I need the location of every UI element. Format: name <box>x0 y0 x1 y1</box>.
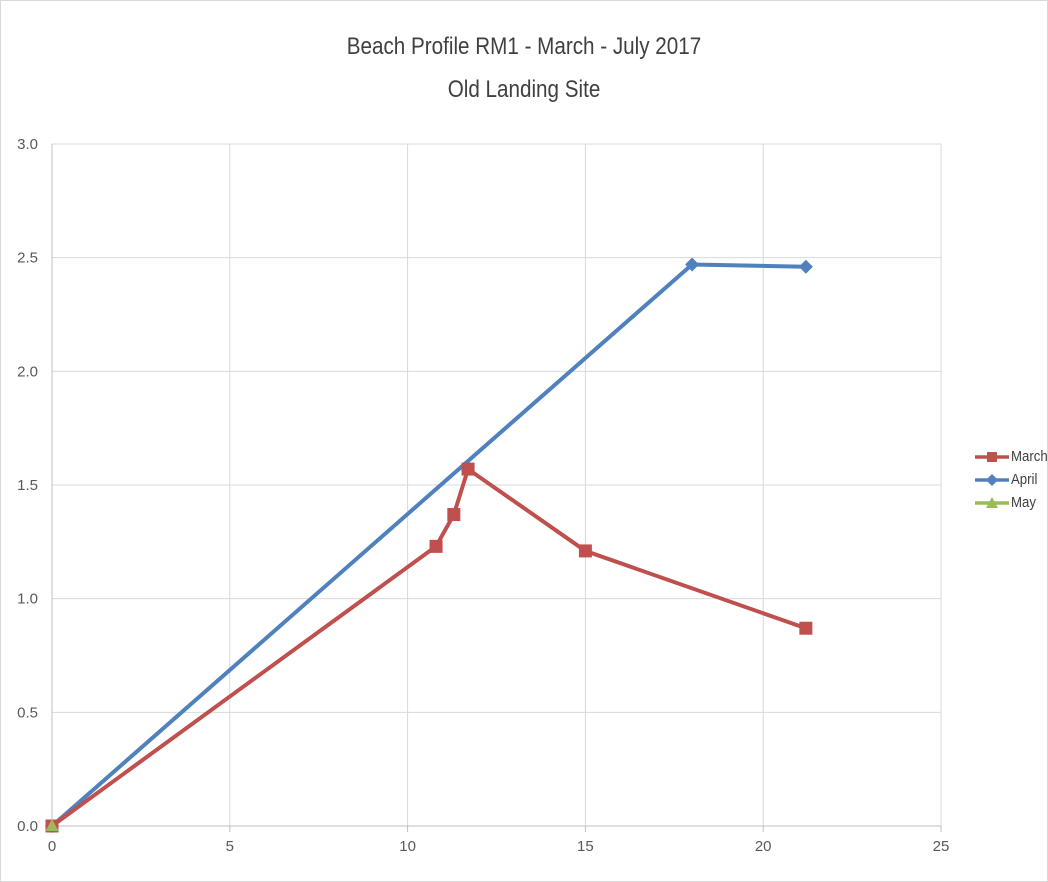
x-tick-label: 0 <box>48 838 56 855</box>
series-line-march <box>50 467 807 828</box>
legend-may-label: May <box>1011 494 1036 511</box>
marker-march <box>799 621 813 635</box>
y-tick-label: 3.0 <box>17 136 38 153</box>
x-tick-label: 10 <box>399 838 416 855</box>
marker-march <box>461 462 475 476</box>
y-tick-label: 2.0 <box>17 363 38 380</box>
legend-item-march: March <box>975 445 1048 468</box>
legend: March April May <box>975 445 1048 514</box>
legend-may-swatch <box>975 496 1009 508</box>
legend-item-may: May <box>975 491 1048 514</box>
marker-march <box>429 539 443 553</box>
marker-march <box>447 508 461 522</box>
y-tick-label: 1.0 <box>17 591 38 608</box>
y-tick-label: 2.5 <box>17 250 38 267</box>
x-tick-label: 20 <box>755 838 772 855</box>
chart-title: Beach Profile RM1 - March - July 2017 <box>346 33 702 60</box>
legend-march-label: March <box>1011 448 1048 465</box>
legend-april-swatch <box>975 473 1009 486</box>
legend-april-label: April <box>1011 471 1038 488</box>
marker-may <box>45 819 59 831</box>
x-tick-label: 25 <box>933 838 950 855</box>
marker-april <box>685 257 700 272</box>
x-tick-label: 5 <box>226 838 234 855</box>
chart-subtitle: Old Landing Site <box>447 76 601 103</box>
marker-april <box>798 259 813 274</box>
y-tick-label: 0.0 <box>17 818 38 835</box>
marker-march <box>578 544 592 558</box>
y-tick-label: 0.5 <box>17 704 38 721</box>
legend-item-april: April <box>975 468 1048 491</box>
legend-march-swatch <box>975 451 1009 462</box>
x-tick-label: 15 <box>577 838 594 855</box>
y-tick-label: 1.5 <box>17 477 38 494</box>
